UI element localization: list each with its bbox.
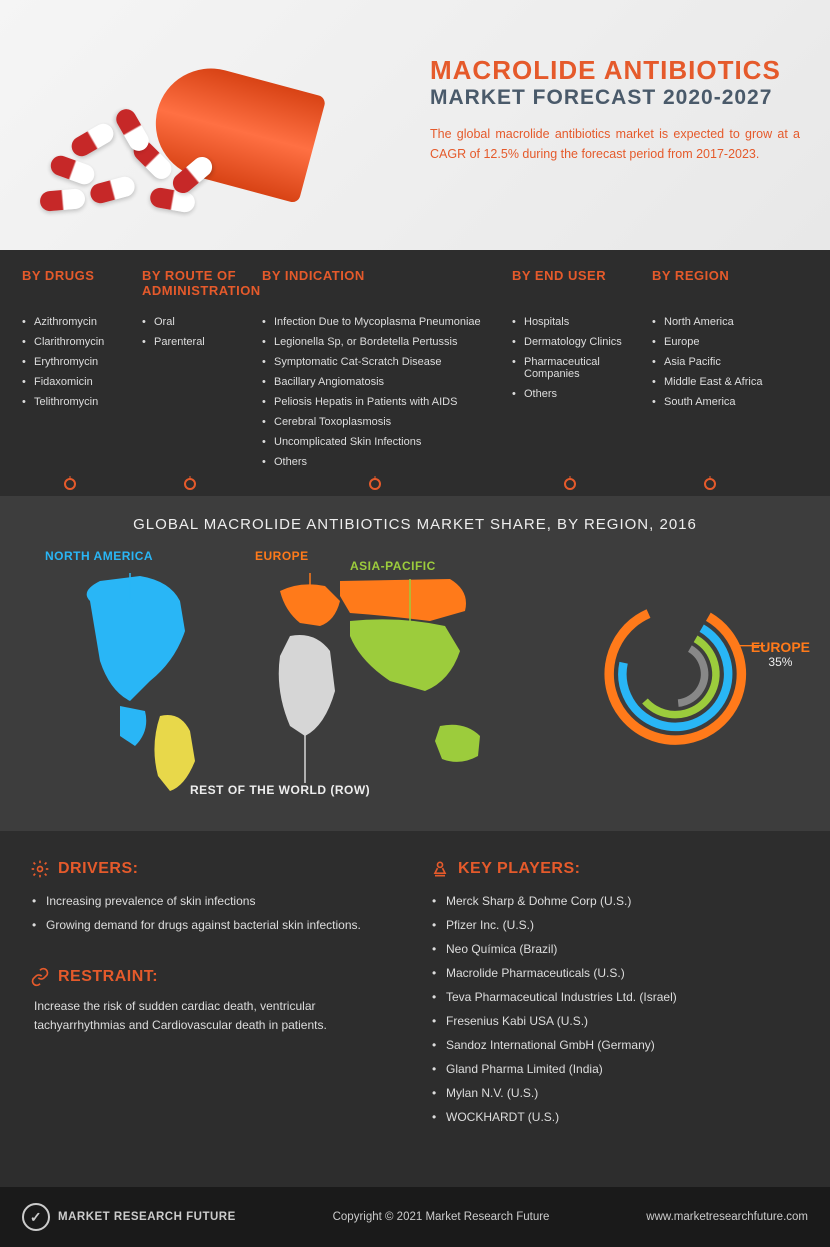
player-item: Teva Pharmaceutical Industries Ltd. (Isr… [430,985,800,1009]
hero-title-line1: MACROLIDE ANTIBIOTICS [430,55,800,86]
player-item: Macrolide Pharmaceuticals (U.S.) [430,961,800,985]
map-title: GLOBAL MACROLIDE ANTIBIOTICS MARKET SHAR… [25,516,805,533]
category-item: Azithromycin [22,312,118,332]
category-item: Hospitals [512,312,628,332]
brand-logo-icon: ✓ [22,1203,50,1231]
categories-row: BY DRUGS AzithromycinClarithromycinErythr… [0,250,830,496]
category-item: Others [262,452,488,472]
pawn-icon [430,859,450,879]
hero-title-line2: MARKET FORECAST 2020-2027 [430,86,800,110]
category-item: Middle East & Africa [652,372,768,392]
category-item: Cerebral Toxoplasmosis [262,412,488,432]
restraint-heading: RESTRAINT: [30,967,400,987]
category-item: Fidaxomicin [22,372,118,392]
footer-brand: ✓ MARKET RESEARCH FUTURE [22,1203,236,1231]
chain-icon [30,967,50,987]
footer-url: www.marketresearchfuture.com [646,1211,808,1223]
footer-copyright: Copyright © 2021 Market Research Future [333,1211,550,1223]
donut-ring [603,601,747,745]
drivers-heading: DRIVERS: [30,859,400,879]
category-title: BY INDICATION [262,268,488,300]
category-title: BY DRUGS [22,268,118,300]
donut-chart: EUROPE 35% [595,589,805,764]
bottom-section: DRIVERS: Increasing prevalence of skin i… [0,831,830,1187]
map-region-ap [350,619,460,691]
category-item: Symptomatic Cat-Scratch Disease [262,352,488,372]
category-item: Infection Due to Mycoplasma Pneumoniae [262,312,488,332]
category-0: BY DRUGS AzithromycinClarithromycinErythr… [10,268,130,472]
player-item: Mylan N.V. (U.S.) [430,1081,800,1105]
category-item: Europe [652,332,768,352]
category-item: Dermatology Clinics [512,332,628,352]
category-item: Bacillary Angiomatosis [262,372,488,392]
map-section: GLOBAL MACROLIDE ANTIBIOTICS MARKET SHAR… [0,496,830,831]
map-label-na: NORTH AMERICA [45,549,153,563]
player-item: Fresenius Kabi USA (U.S.) [430,1009,800,1033]
category-item: Telithromycin [22,392,118,412]
footer: ✓ MARKET RESEARCH FUTURE Copyright © 202… [0,1187,830,1247]
category-item: Clarithromycin [22,332,118,352]
map-label-row: REST OF THE WORLD (ROW) [190,783,370,797]
hero-description: The global macrolide antibiotics market … [430,124,800,164]
pills-illustration [20,30,400,230]
gear-icon [30,859,50,879]
category-1: BY ROUTE OF ADMINISTRATION OralParenteral [130,268,250,472]
player-item: Neo Química (Brazil) [430,937,800,961]
donut-pct: 35% [751,655,810,669]
donut-label: EUROPE [751,639,810,655]
category-item: Pharmaceutical Companies [512,352,628,384]
map-label-eu: EUROPE [255,549,309,563]
player-item: Sandoz International GmbH (Germany) [430,1033,800,1057]
restraint-text: Increase the risk of sudden cardiac deat… [30,997,400,1035]
player-item: Merck Sharp & Dohme Corp (U.S.) [430,889,800,913]
players-list: Merck Sharp & Dohme Corp (U.S.)Pfizer In… [430,889,800,1129]
category-item: South America [652,392,768,412]
map-region-sa [154,715,195,791]
category-item: Legionella Sp, or Bordetella Pertussis [262,332,488,352]
category-item: Peliosis Hepatis in Patients with AIDS [262,392,488,412]
hero-section: MACROLIDE ANTIBIOTICS MARKET FORECAST 20… [0,0,830,250]
category-2: BY INDICATION Infection Due to Mycoplasma… [250,268,500,472]
player-item: Pfizer Inc. (U.S.) [430,913,800,937]
world-map: NORTH AMERICA EUROPE ASIA-PACIFIC REST O… [25,551,575,801]
map-region-ru [340,579,466,621]
category-item: Oral [142,312,238,332]
category-title: BY END USER [512,268,628,300]
category-item: Others [512,384,628,404]
category-item: Asia Pacific [652,352,768,372]
player-item: WOCKHARDT (U.S.) [430,1105,800,1129]
category-title: BY ROUTE OF ADMINISTRATION [142,268,238,300]
category-item: North America [652,312,768,332]
category-item: Erythromycin [22,352,118,372]
map-label-ap: ASIA-PACIFIC [350,559,436,573]
drivers-list: Increasing prevalence of skin infections… [30,889,400,937]
players-heading: KEY PLAYERS: [430,859,800,879]
player-item: Gland Pharma Limited (India) [430,1057,800,1081]
category-item: Parenteral [142,332,238,352]
driver-item: Growing demand for drugs against bacteri… [30,913,400,937]
category-item: Uncomplicated Skin Infections [262,432,488,452]
category-4: BY REGION North AmericaEuropeAsia Pacific… [640,268,780,472]
map-region-af [279,635,335,736]
category-title: BY REGION [652,268,768,300]
driver-item: Increasing prevalence of skin infections [30,889,400,913]
category-3: BY END USER HospitalsDermatology ClinicsP… [500,268,640,472]
map-region-au [435,725,480,762]
hero-text: MACROLIDE ANTIBIOTICS MARKET FORECAST 20… [430,55,800,164]
